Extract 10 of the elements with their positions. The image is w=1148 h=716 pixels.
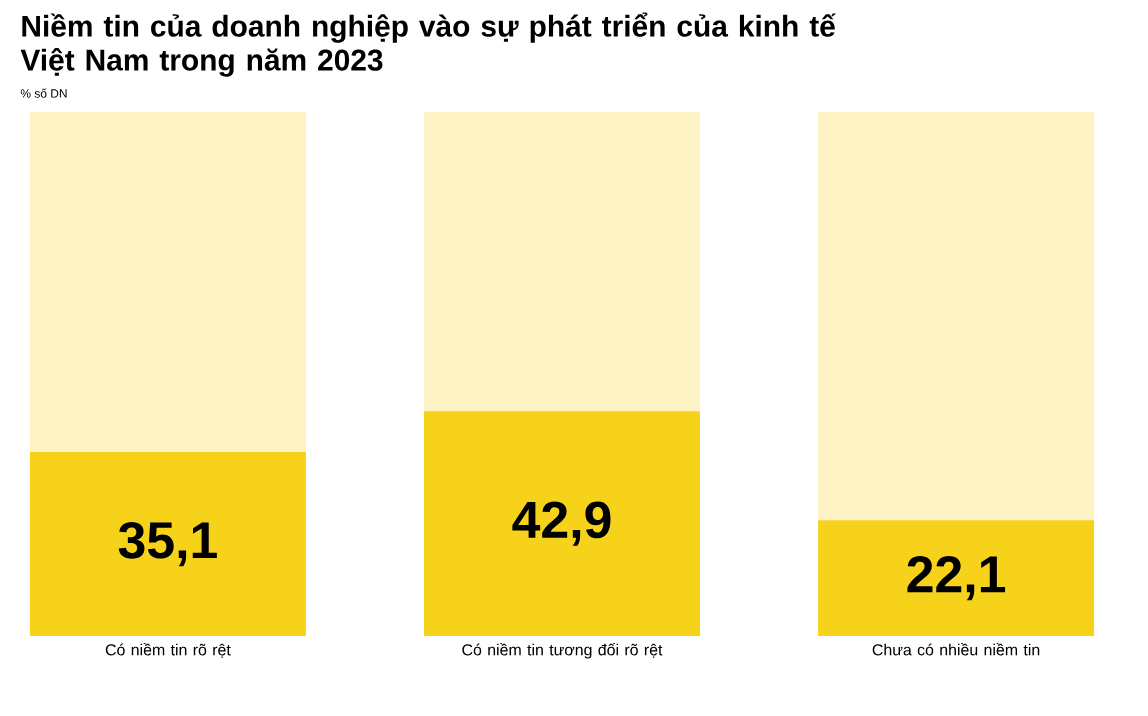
- bar: [424, 411, 701, 636]
- bar: [424, 111, 701, 412]
- chart-title: Niềm tin của doanh nghiệp vào sự phát triển của kinh tế Việt Nam trong năm 2023: [20, 12, 836, 77]
- data-label: 35,1: [118, 521, 217, 567]
- data-label: 42,9: [512, 501, 611, 546]
- bar: [818, 111, 1095, 521]
- bar: [29, 452, 306, 636]
- data-label: 22,1: [907, 555, 1006, 601]
- bar: [29, 111, 306, 453]
- bar: [818, 520, 1095, 636]
